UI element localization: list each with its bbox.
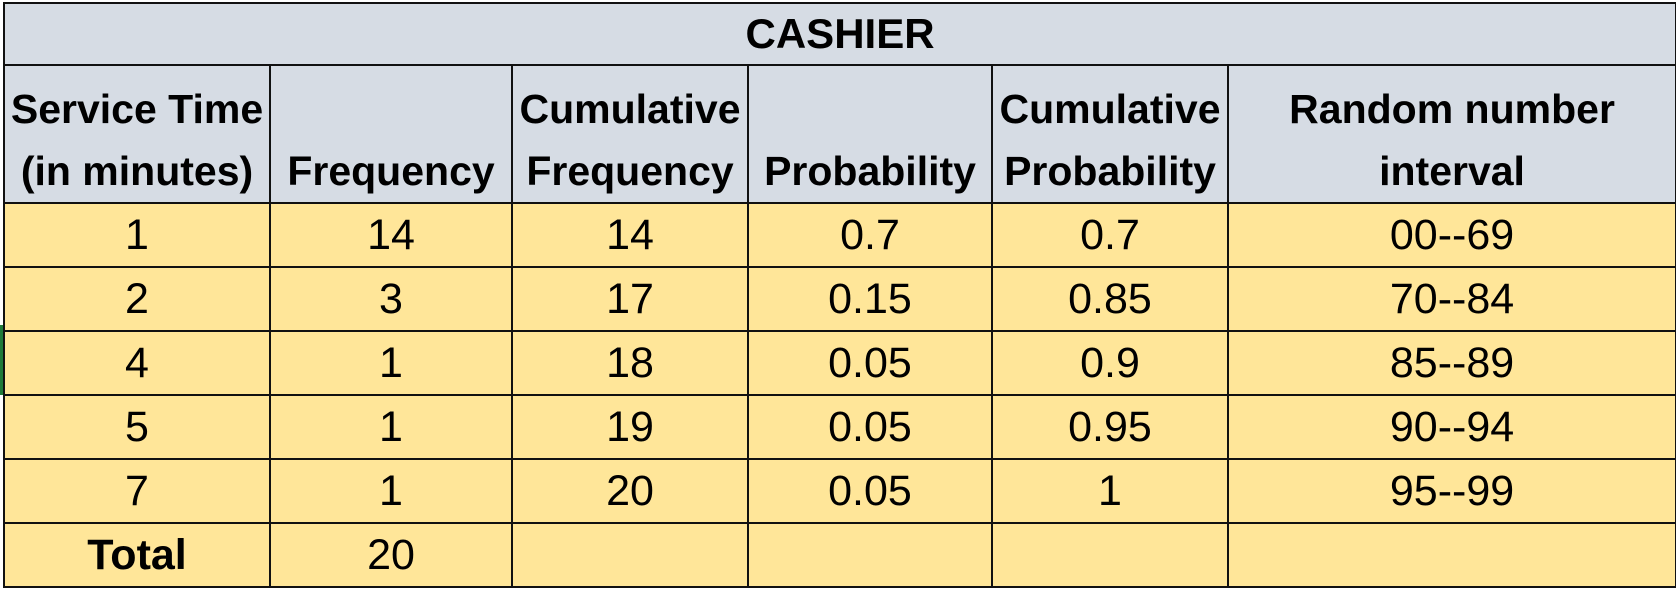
cell-empty[interactable] (747, 522, 993, 588)
table-row: 2 3 17 0.15 0.85 70--84 (3, 266, 1676, 332)
cell-cumulative-probability[interactable]: 0.85 (991, 266, 1229, 332)
cell-service-time[interactable]: 5 (3, 394, 271, 460)
cell-cumulative-probability[interactable]: 0.7 (991, 202, 1229, 268)
cell-random-number-interval[interactable]: 90--94 (1226, 394, 1676, 460)
header-cumulative-probability-line1: Cumulative (999, 86, 1221, 132)
cell-random-number-interval[interactable]: 70--84 (1226, 266, 1676, 332)
cell-cumulative-frequency[interactable]: 17 (511, 266, 749, 332)
header-row: Service Time (in minutes) Frequency Cumu… (3, 64, 1676, 204)
cell-probability[interactable]: 0.05 (747, 330, 993, 396)
cell-cumulative-probability[interactable]: 0.95 (991, 394, 1229, 460)
cell-random-number-interval[interactable]: 95--99 (1226, 458, 1676, 524)
header-cumulative-probability[interactable]: Cumulative Probability (991, 64, 1229, 204)
cell-cumulative-probability[interactable]: 1 (991, 458, 1229, 524)
cell-cumulative-frequency[interactable]: 14 (511, 202, 749, 268)
cell-service-time[interactable]: 1 (3, 202, 271, 268)
cell-service-time[interactable]: 2 (3, 266, 271, 332)
header-cumulative-frequency-line1: Cumulative (519, 86, 741, 132)
cell-cumulative-frequency[interactable]: 20 (511, 458, 749, 524)
cell-probability[interactable]: 0.7 (747, 202, 993, 268)
header-cumulative-frequency-line2: Frequency (526, 148, 734, 194)
cell-frequency[interactable]: 1 (269, 394, 513, 460)
cell-random-number-interval[interactable]: 00--69 (1226, 202, 1676, 268)
header-service-time-line1: Service Time (10, 86, 264, 132)
header-cumulative-frequency[interactable]: Cumulative Frequency (511, 64, 749, 204)
header-random-number-interval-line1: Random number (1289, 86, 1615, 132)
cell-empty[interactable] (511, 522, 749, 588)
header-frequency-label: Frequency (287, 148, 495, 194)
header-service-time[interactable]: Service Time (in minutes) (3, 64, 271, 204)
header-probability-label: Probability (764, 148, 976, 194)
title-row: CASHIER (2, 2, 1676, 66)
header-frequency[interactable]: Frequency (269, 64, 513, 204)
cell-frequency[interactable]: 1 (269, 330, 513, 396)
cell-frequency[interactable]: 1 (269, 458, 513, 524)
cell-cumulative-probability[interactable]: 0.9 (991, 330, 1229, 396)
row-selection-edge (0, 325, 3, 395)
cell-random-number-interval[interactable]: 85--89 (1226, 330, 1676, 396)
total-row: Total 20 (3, 522, 1676, 588)
table-title[interactable]: CASHIER (2, 2, 1676, 66)
cell-service-time[interactable]: 7 (3, 458, 271, 524)
header-random-number-interval[interactable]: Random number interval (1226, 64, 1676, 204)
cell-empty[interactable] (991, 522, 1229, 588)
header-probability[interactable]: Probability (747, 64, 993, 204)
table-row: 4 1 18 0.05 0.9 85--89 (3, 330, 1676, 396)
cell-total-frequency[interactable]: 20 (269, 522, 513, 588)
header-random-number-interval-line2: interval (1379, 148, 1525, 194)
header-service-time-line2: (in minutes) (20, 148, 254, 194)
cell-service-time[interactable]: 4 (3, 330, 271, 396)
cell-probability[interactable]: 0.05 (747, 394, 993, 460)
table-row: 5 1 19 0.05 0.95 90--94 (3, 394, 1676, 460)
cell-empty[interactable] (1226, 522, 1676, 588)
cell-probability[interactable]: 0.05 (747, 458, 993, 524)
cell-total-label[interactable]: Total (3, 522, 271, 588)
cell-probability[interactable]: 0.15 (747, 266, 993, 332)
cell-frequency[interactable]: 14 (269, 202, 513, 268)
header-cumulative-probability-line2: Probability (1004, 148, 1216, 194)
cell-frequency[interactable]: 3 (269, 266, 513, 332)
table-row: 1 14 14 0.7 0.7 00--69 (3, 202, 1676, 268)
table-row: 7 1 20 0.05 1 95--99 (3, 458, 1676, 524)
cell-cumulative-frequency[interactable]: 18 (511, 330, 749, 396)
cell-cumulative-frequency[interactable]: 19 (511, 394, 749, 460)
